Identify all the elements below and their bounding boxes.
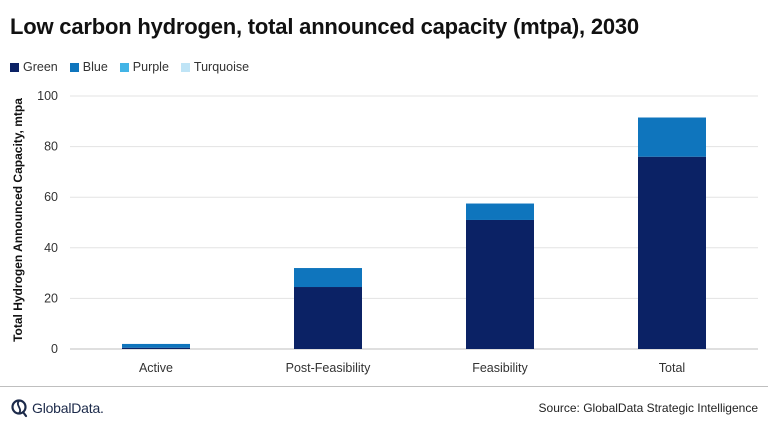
- legend-item-green: Green: [10, 60, 58, 74]
- y-tick-label: 0: [51, 342, 58, 356]
- source-note: Source: GlobalData Strategic Intelligenc…: [538, 401, 758, 415]
- bar-segment-blue: [294, 268, 362, 288]
- chart-legend: Green Blue Purple Turquoise: [10, 60, 249, 74]
- x-tick-label: Post-Feasibility: [286, 361, 371, 375]
- bar-segment-green: [466, 219, 534, 349]
- legend-label-green: Green: [23, 60, 58, 74]
- legend-item-blue: Blue: [69, 60, 108, 74]
- chart-title: Low carbon hydrogen, total announced cap…: [10, 14, 639, 39]
- bar-segment-green: [122, 347, 190, 349]
- x-tick-label: Feasibility: [472, 361, 528, 375]
- globaldata-logo-icon: [11, 399, 28, 418]
- legend-swatch-purple: [119, 62, 129, 72]
- stacked-bar-chart: 0 20 40 60 80 100 Active Post-Feasibility Feasib…: [37, 89, 758, 375]
- footer-divider: [0, 386, 768, 387]
- bar-segment-blue: [466, 203, 534, 220]
- y-tick-label: 80: [44, 140, 58, 154]
- y-tick-label: 100: [37, 89, 58, 103]
- x-tick-label: Total: [659, 361, 685, 375]
- legend-item-turquoise: Turquoise: [180, 60, 250, 74]
- logo-text: GlobalData.: [32, 400, 104, 416]
- bar-segment-green: [294, 287, 362, 349]
- bar-segment-blue: [638, 117, 706, 157]
- globaldata-logo: GlobalData.: [10, 398, 104, 418]
- legend-item-purple: Purple: [119, 60, 169, 74]
- legend-label-blue: Blue: [82, 60, 108, 74]
- bar-segment-green: [638, 156, 706, 349]
- legend-swatch-turquoise: [180, 62, 190, 72]
- y-tick-label: 40: [44, 241, 58, 255]
- bar-segment-blue: [122, 343, 190, 348]
- legend-swatch-green: [10, 62, 19, 72]
- legend-label-purple: Purple: [132, 60, 169, 74]
- legend-label-turquoise: Turquoise: [193, 60, 250, 74]
- legend-swatch-blue: [69, 62, 79, 72]
- y-tick-label: 60: [44, 190, 58, 204]
- y-tick-label: 20: [44, 291, 58, 305]
- x-tick-label: Active: [139, 361, 173, 375]
